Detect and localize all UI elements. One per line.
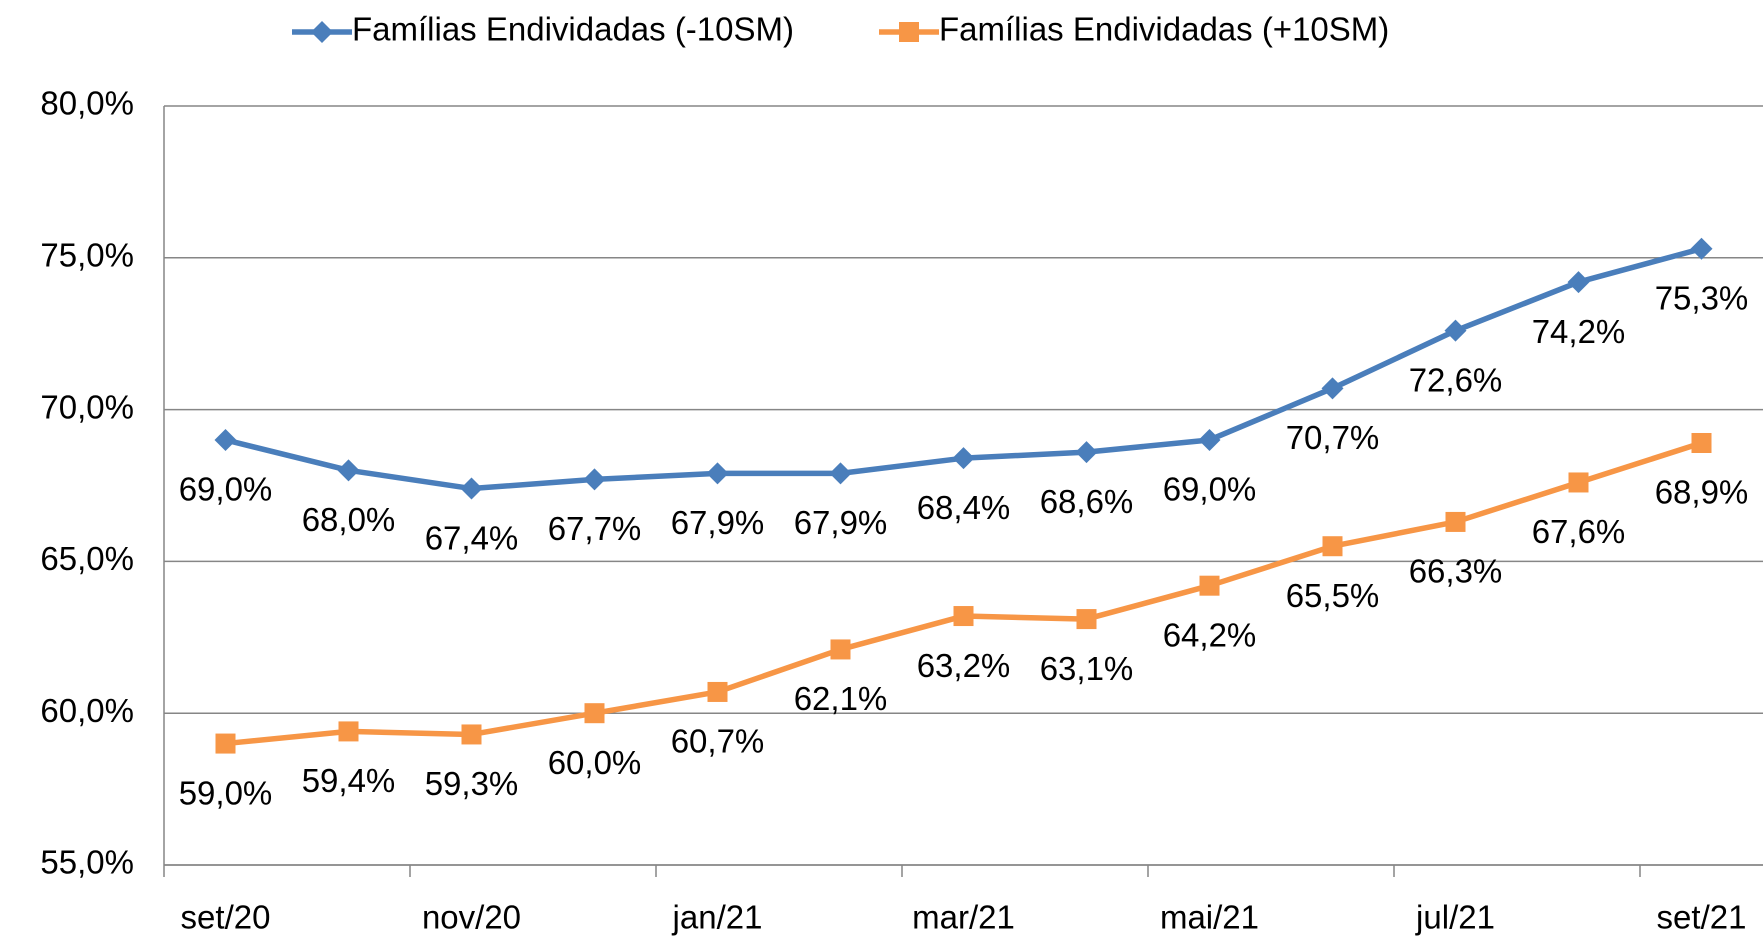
data-label: 62,1%: [794, 680, 888, 717]
point: [829, 462, 852, 485]
point: [583, 468, 606, 491]
point: [337, 459, 360, 482]
data-label: 65,5%: [1286, 577, 1380, 614]
data-label: 60,0%: [548, 744, 642, 781]
point: [899, 22, 919, 42]
data-label: 70,7%: [1286, 419, 1380, 456]
data-label: 67,9%: [671, 504, 765, 541]
legend-label: Famílias Endividadas (-10SM): [352, 11, 794, 48]
x-tick-label: jul/21: [1415, 899, 1495, 936]
point: [214, 428, 237, 451]
data-label: 67,9%: [794, 504, 888, 541]
data-label: 68,9%: [1655, 474, 1749, 511]
point: [1322, 536, 1343, 557]
data-label: 68,4%: [917, 489, 1011, 526]
data-label: 59,3%: [425, 765, 519, 802]
point: [953, 606, 974, 627]
data-label: 64,2%: [1163, 616, 1257, 653]
data-label: 63,1%: [1040, 650, 1134, 687]
data-label: 60,7%: [671, 723, 765, 760]
data-label: 72,6%: [1409, 361, 1503, 398]
y-tick-label: 65,0%: [40, 540, 134, 577]
point: [1445, 511, 1466, 532]
data-label: 63,2%: [917, 647, 1011, 684]
point: [1076, 609, 1097, 630]
point: [1691, 432, 1712, 453]
data-label: 75,3%: [1655, 279, 1749, 316]
data-label: 67,7%: [548, 510, 642, 547]
x-tick-label: set/21: [1657, 899, 1747, 936]
data-label: 67,6%: [1532, 513, 1626, 550]
data-label: 66,3%: [1409, 553, 1503, 590]
point: [1444, 319, 1467, 342]
y-tick-label: 70,0%: [40, 388, 134, 425]
y-tick-label: 55,0%: [40, 844, 134, 881]
point: [1075, 441, 1098, 464]
legend-label: Famílias Endividadas (+10SM): [939, 11, 1389, 48]
point: [584, 703, 605, 724]
data-label: 59,4%: [302, 762, 396, 799]
point: [706, 462, 729, 485]
data-label: 59,0%: [179, 774, 273, 811]
point: [1690, 237, 1713, 260]
y-tick-label: 75,0%: [40, 237, 134, 274]
x-tick-label: set/20: [181, 899, 271, 936]
point: [1568, 472, 1589, 493]
point: [461, 724, 482, 745]
point: [1199, 575, 1220, 596]
x-tick-label: nov/20: [422, 899, 521, 936]
data-label: 74,2%: [1532, 313, 1626, 350]
point: [707, 681, 728, 702]
x-tick-label: jan/21: [672, 899, 763, 936]
data-label: 69,0%: [179, 471, 273, 508]
point: [311, 21, 333, 43]
point: [215, 733, 236, 754]
y-tick-label: 80,0%: [40, 85, 134, 122]
point: [952, 447, 975, 470]
y-tick-label: 60,0%: [40, 692, 134, 729]
data-label: 69,0%: [1163, 471, 1257, 508]
x-tick-label: mai/21: [1160, 899, 1259, 936]
data-label: 68,0%: [302, 501, 396, 538]
point: [1321, 377, 1344, 400]
point: [460, 477, 483, 500]
point: [338, 721, 359, 742]
data-label: 68,6%: [1040, 483, 1134, 520]
point: [830, 639, 851, 660]
data-label: 67,4%: [425, 519, 519, 556]
point: [1198, 428, 1221, 451]
x-tick-label: mar/21: [912, 899, 1015, 936]
point: [1567, 271, 1590, 294]
